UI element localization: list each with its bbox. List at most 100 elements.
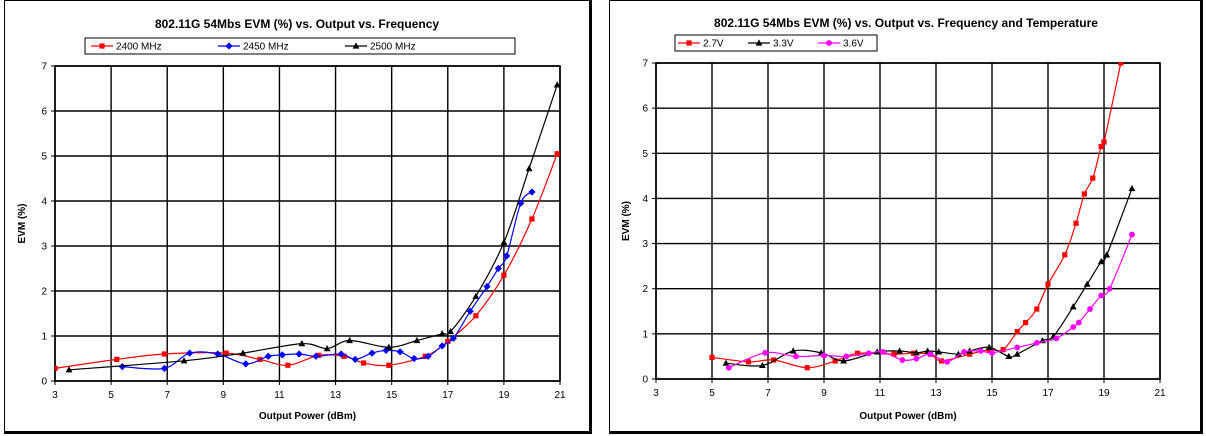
legend-marker-2400-mhz bbox=[99, 43, 105, 49]
data-point-2450-mhz bbox=[186, 349, 194, 357]
legend-box bbox=[674, 34, 878, 52]
data-point-2450-mhz bbox=[382, 346, 390, 354]
data-point-2-7v bbox=[1073, 220, 1079, 226]
y-tick-label: 2 bbox=[41, 287, 47, 298]
y-tick-label: 2 bbox=[642, 284, 648, 295]
evm-frequency-chart: 802.11G 54Mbs EVM (%) vs. Output vs. Fre… bbox=[17, 17, 566, 422]
data-point-3-6v bbox=[1033, 339, 1040, 346]
data-point-2400-mhz bbox=[501, 272, 507, 278]
data-point-2-7v bbox=[709, 354, 715, 360]
data-point-2500-mhz bbox=[525, 165, 533, 172]
data-point-3-6v bbox=[1087, 306, 1093, 312]
data-point-3-6v bbox=[977, 348, 984, 354]
series-2-7v bbox=[709, 62, 1124, 371]
legend-label-2500-mhz: 2500 MHz bbox=[370, 42, 416, 53]
data-point-3-6v bbox=[944, 358, 951, 365]
data-point-3-6v bbox=[1070, 324, 1077, 330]
x-tick-label: 11 bbox=[274, 390, 285, 401]
legend-marker-2-7v bbox=[686, 40, 692, 46]
data-point-2450-mhz bbox=[337, 350, 345, 358]
data-point-2-7v bbox=[891, 351, 897, 357]
data-point-2450-mhz bbox=[449, 334, 457, 342]
data-point-3-6v bbox=[961, 349, 967, 355]
x-tick-label: 3 bbox=[52, 390, 58, 401]
x-tick-label: 13 bbox=[930, 388, 942, 399]
x-tick-label: 13 bbox=[330, 390, 342, 401]
data-point-3-3v bbox=[1128, 184, 1136, 192]
data-point-2500-mhz bbox=[180, 357, 188, 364]
x-axis-label: Output Power (dBm) bbox=[859, 411, 956, 422]
data-point-2-7v bbox=[911, 350, 917, 356]
x-tick-label: 15 bbox=[986, 388, 998, 399]
x-tick-label: 7 bbox=[164, 390, 170, 401]
data-point-3-3v bbox=[1005, 352, 1013, 360]
x-tick-label: 17 bbox=[1042, 388, 1054, 399]
legend-label-3-3v: 3.3V bbox=[773, 39, 794, 50]
data-point-2500-mhz bbox=[500, 238, 508, 245]
data-point-2450-mhz bbox=[410, 354, 418, 363]
y-tick-label: 3 bbox=[642, 239, 648, 250]
legend-box bbox=[84, 37, 516, 55]
data-point-2450-mhz bbox=[160, 364, 169, 372]
legend-label-2400-mhz: 2400 MHz bbox=[116, 42, 162, 53]
data-point-2-7v bbox=[1101, 139, 1107, 145]
data-point-3-3v bbox=[913, 349, 920, 356]
data-point-2-7v bbox=[1000, 347, 1006, 353]
data-point-2500-mhz bbox=[553, 81, 560, 88]
legend-marker-3-6v bbox=[826, 40, 832, 46]
y-tick-label: 4 bbox=[41, 197, 47, 208]
x-tick-label: 7 bbox=[765, 388, 771, 399]
data-point-2450-mhz bbox=[503, 252, 511, 260]
x-tick-label: 5 bbox=[108, 390, 114, 401]
evm-voltage-chart: 802.11G 54Mbs EVM (%) vs. Output vs. Fre… bbox=[621, 16, 1166, 422]
data-point-2450-mhz bbox=[466, 307, 474, 315]
x-tick-label: 5 bbox=[709, 388, 715, 399]
y-tick-label: 7 bbox=[642, 59, 648, 70]
legend-marker-2450-mhz bbox=[225, 42, 233, 50]
data-point-2-7v bbox=[939, 358, 945, 364]
data-point-3-3v bbox=[1069, 303, 1077, 310]
data-point-3-6v bbox=[1129, 231, 1135, 238]
data-point-2400-mhz bbox=[386, 362, 392, 368]
x-tick-label: 9 bbox=[221, 390, 227, 401]
y-tick-label: 3 bbox=[41, 242, 47, 253]
data-point-2-7v bbox=[745, 359, 751, 365]
data-point-2400-mhz bbox=[361, 360, 367, 366]
data-point-2500-mhz bbox=[413, 336, 421, 344]
plot-border bbox=[54, 65, 561, 382]
data-point-2450-mhz bbox=[312, 352, 320, 360]
data-point-2-7v bbox=[832, 358, 838, 364]
data-point-3-6v bbox=[821, 352, 827, 359]
data-point-3-3v bbox=[935, 348, 943, 355]
x-tick-label: 19 bbox=[1098, 388, 1110, 399]
x-tick-label: 17 bbox=[442, 390, 454, 401]
data-point-3-6v bbox=[927, 351, 934, 358]
legend-marker-2500-mhz bbox=[352, 42, 360, 49]
x-tick-label: 15 bbox=[386, 390, 398, 401]
data-point-2-7v bbox=[1045, 281, 1051, 287]
data-point-3-6v bbox=[1106, 285, 1113, 292]
data-point-2400-mhz bbox=[445, 338, 451, 344]
data-point-3-6v bbox=[989, 349, 995, 356]
data-point-3-6v bbox=[793, 353, 799, 360]
data-point-2500-mhz bbox=[438, 330, 446, 337]
y-axis-label: EVM (%) bbox=[17, 204, 28, 244]
legend-label-2450-mhz: 2450 MHz bbox=[243, 42, 289, 53]
data-point-2450-mhz bbox=[368, 349, 376, 357]
y-axis-label: EVM (%) bbox=[621, 201, 632, 241]
data-point-3-6v bbox=[725, 364, 732, 371]
data-point-3-3v bbox=[1013, 350, 1021, 357]
series-2500-mhz bbox=[65, 81, 560, 373]
data-point-3-6v bbox=[1075, 319, 1082, 326]
data-point-2500-mhz bbox=[323, 345, 331, 352]
data-point-2500-mhz bbox=[239, 349, 247, 356]
y-tick-label: 5 bbox=[642, 149, 648, 160]
data-point-3-6v bbox=[1014, 344, 1021, 351]
data-point-3-3v bbox=[1097, 258, 1105, 265]
y-tick-label: 6 bbox=[642, 104, 648, 115]
data-point-2450-mhz bbox=[517, 199, 525, 207]
data-point-2450-mhz bbox=[528, 188, 536, 196]
data-point-2400-mhz bbox=[114, 356, 120, 362]
legend-label-2-7v: 2.7V bbox=[703, 39, 724, 50]
x-tick-label: 19 bbox=[498, 390, 510, 401]
